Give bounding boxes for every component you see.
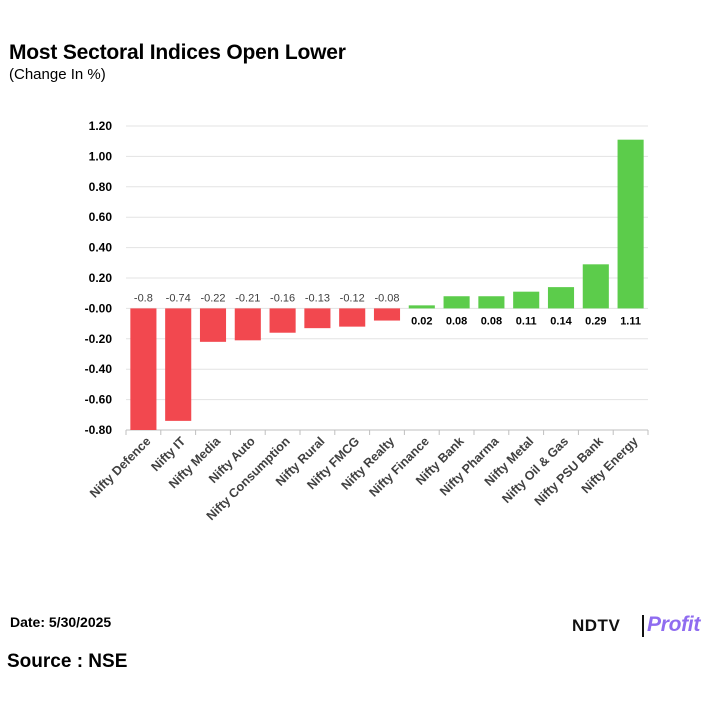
logo-ndtv-text: NDTV xyxy=(572,616,621,635)
bar xyxy=(408,305,435,309)
data-label: 0.08 xyxy=(481,315,502,327)
data-label: 0.11 xyxy=(516,315,537,327)
chart-title: Most Sectoral Indices Open Lower xyxy=(9,41,346,64)
bar xyxy=(199,308,227,342)
data-label: 0.29 xyxy=(585,315,606,327)
y-tick-label: 1.00 xyxy=(89,149,113,163)
y-tick-label: 1.20 xyxy=(89,119,113,133)
data-label: -0.12 xyxy=(340,292,365,304)
data-label: 1.11 xyxy=(620,315,641,327)
y-tick-label: -0.80 xyxy=(85,423,113,437)
data-label: -0.8 xyxy=(134,292,153,304)
logo-divider xyxy=(642,615,644,637)
y-tick-label: 0.80 xyxy=(89,180,113,194)
bar xyxy=(234,308,261,341)
y-tick-label: 0.40 xyxy=(89,241,113,255)
y-tick-label: 0.60 xyxy=(89,210,113,224)
data-label: -0.21 xyxy=(235,292,260,304)
bar xyxy=(373,308,401,321)
bar xyxy=(165,308,192,421)
data-label: 0.08 xyxy=(446,315,467,327)
y-tick-label: -0.20 xyxy=(85,332,113,346)
y-tick-label: 0.20 xyxy=(89,271,113,285)
bar xyxy=(513,291,540,309)
data-label: 0.14 xyxy=(550,315,572,327)
bar xyxy=(582,264,609,309)
bar xyxy=(339,308,366,327)
bar xyxy=(478,296,505,309)
bar xyxy=(130,308,157,430)
data-label: -0.74 xyxy=(166,292,191,304)
date-label: Date: 5/30/2025 xyxy=(10,614,112,630)
bar xyxy=(547,287,575,309)
source-label: Source : NSE xyxy=(7,651,128,672)
category-label: Nifty Defence xyxy=(87,434,153,500)
bar xyxy=(269,308,296,333)
y-tick-label: -0.60 xyxy=(85,393,113,407)
y-tick-label: -0.00 xyxy=(85,301,113,315)
bar xyxy=(617,139,644,309)
data-label: 0.02 xyxy=(411,315,432,327)
bar xyxy=(304,308,331,329)
y-tick-label: -0.40 xyxy=(85,362,113,376)
data-label: -0.13 xyxy=(305,292,330,304)
data-label: -0.16 xyxy=(270,292,295,304)
data-label: -0.08 xyxy=(374,292,399,304)
chart-subtitle: (Change In %) xyxy=(9,66,106,83)
logo-profit-text: Profit xyxy=(647,613,701,636)
bar xyxy=(443,296,470,309)
data-label: -0.22 xyxy=(200,292,225,304)
